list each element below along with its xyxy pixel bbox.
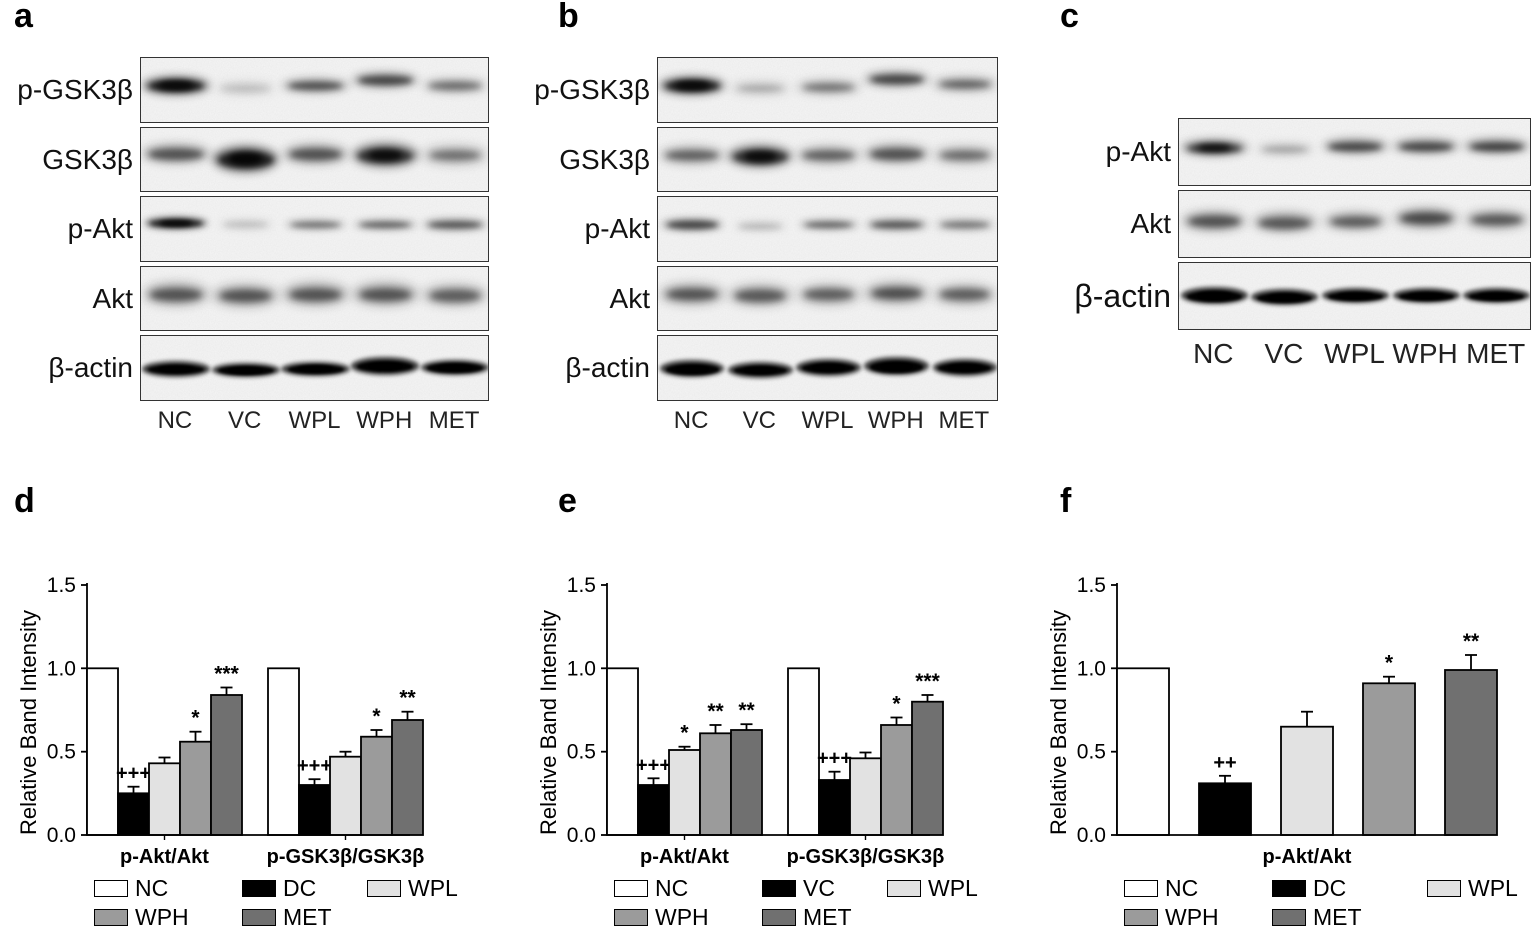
svg-text:0.5: 0.5 — [567, 741, 596, 764]
svg-text:p-Akt/Akt: p-Akt/Akt — [640, 846, 729, 868]
svg-text:0.5: 0.5 — [47, 741, 76, 764]
svg-text:p-Akt/Akt: p-Akt/Akt — [120, 846, 209, 868]
svg-text:0.0: 0.0 — [1077, 824, 1106, 847]
svg-text:0.0: 0.0 — [47, 824, 76, 847]
svg-text:1.5: 1.5 — [567, 574, 596, 597]
svg-text:+++: +++ — [116, 763, 151, 785]
svg-text:++: ++ — [1213, 752, 1236, 774]
svg-text:***: *** — [214, 663, 239, 686]
svg-text:+++: +++ — [636, 754, 671, 776]
svg-text:*: * — [372, 705, 381, 728]
svg-text:+++: +++ — [297, 755, 332, 777]
svg-text:p-Akt/Akt: p-Akt/Akt — [1263, 846, 1352, 868]
svg-text:1.5: 1.5 — [1077, 574, 1106, 597]
svg-text:1.0: 1.0 — [47, 657, 76, 680]
svg-text:*: * — [892, 693, 901, 716]
svg-text:+++: +++ — [817, 748, 852, 770]
svg-text:**: ** — [1463, 630, 1480, 653]
svg-text:*: * — [680, 722, 689, 745]
svg-text:*: * — [1385, 652, 1394, 675]
svg-text:0.0: 0.0 — [567, 824, 596, 847]
svg-text:p-GSK3β/GSK3β: p-GSK3β/GSK3β — [787, 846, 945, 868]
svg-text:1.5: 1.5 — [47, 574, 76, 597]
svg-text:1.0: 1.0 — [1077, 657, 1106, 680]
svg-text:p-GSK3β/GSK3β: p-GSK3β/GSK3β — [267, 846, 425, 868]
svg-text:*: * — [191, 707, 200, 730]
svg-text:**: ** — [399, 687, 416, 710]
svg-text:1.0: 1.0 — [567, 657, 596, 680]
svg-text:**: ** — [738, 699, 755, 722]
svg-text:0.5: 0.5 — [1077, 741, 1106, 764]
svg-text:***: *** — [915, 670, 940, 693]
svg-text:**: ** — [707, 700, 724, 723]
